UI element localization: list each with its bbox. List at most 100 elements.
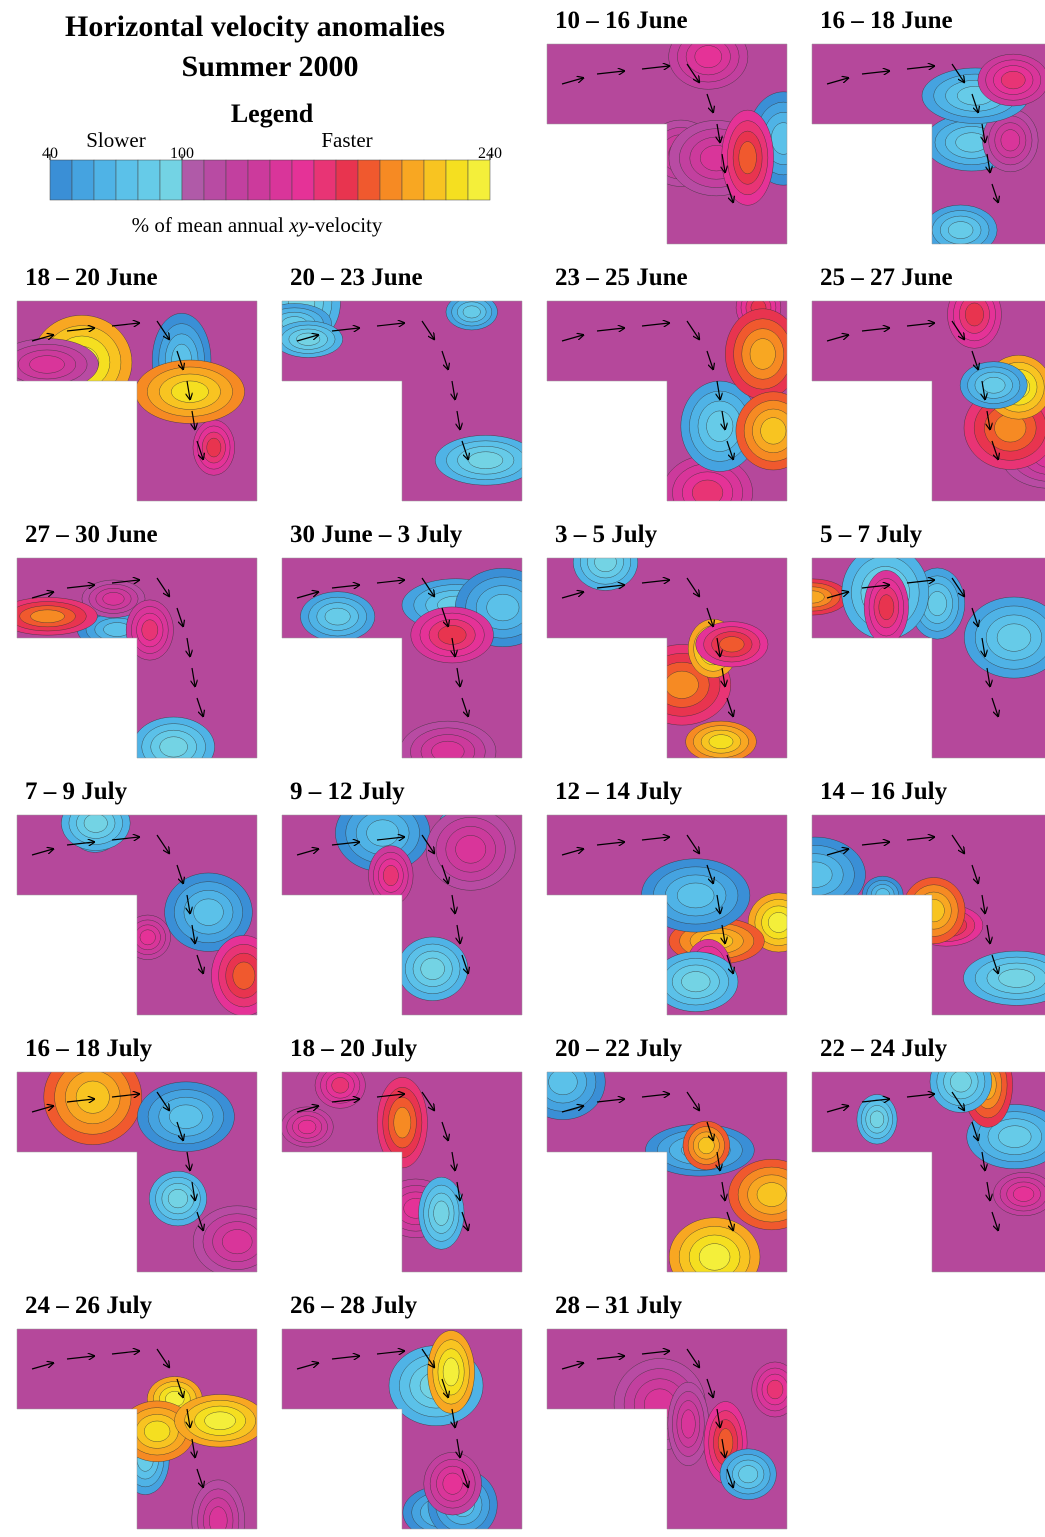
flow-arrow <box>982 637 985 656</box>
flow-arrow <box>861 328 889 331</box>
contour <box>141 619 159 641</box>
flow-arrow <box>641 1351 669 1354</box>
legend-swatch <box>115 159 139 201</box>
flow-arrow <box>951 1091 964 1110</box>
flow-arrow <box>596 585 624 588</box>
flow-arrow <box>111 1351 139 1354</box>
map-clip <box>812 301 1045 501</box>
flow-arrow <box>31 1106 53 1113</box>
flow-arrow <box>982 894 985 913</box>
map-outline <box>16 1328 258 1530</box>
flow-arrow <box>861 71 889 74</box>
velocity-map <box>281 557 523 759</box>
flow-arrow <box>561 335 583 342</box>
contour <box>698 1243 731 1271</box>
velocity-map <box>281 1328 523 1530</box>
flow-arrow <box>111 1094 139 1097</box>
flow-arrow <box>641 1094 669 1097</box>
flow-arrow <box>331 1356 359 1359</box>
map-outline <box>546 1071 788 1273</box>
legend-swatch <box>291 159 315 201</box>
flow-arrow <box>187 1151 190 1170</box>
velocity-map <box>811 814 1045 1016</box>
map-outline <box>546 557 788 759</box>
legend-swatch <box>181 159 205 201</box>
panel-label: 7 – 9 July <box>25 778 128 805</box>
map-outline <box>811 557 1045 759</box>
flow-arrow <box>826 335 848 342</box>
flow-arrow <box>561 592 583 599</box>
flow-arrow <box>441 350 448 369</box>
flow-arrow <box>861 842 889 845</box>
caption-part: -velocity <box>308 213 383 237</box>
flow-arrow <box>421 577 434 596</box>
contour <box>771 122 787 155</box>
flow-arrow <box>722 667 725 686</box>
flow-arrow <box>441 1121 448 1140</box>
flow-arrow <box>706 1121 713 1140</box>
velocity-map <box>281 814 523 1016</box>
map-outline <box>546 43 788 245</box>
flow-arrow <box>826 78 848 85</box>
flow-arrow <box>861 1099 889 1102</box>
contour <box>30 609 65 623</box>
contour <box>1013 1186 1035 1202</box>
map-outline <box>16 814 258 1016</box>
contour <box>420 957 445 980</box>
legend-swatch <box>93 159 117 201</box>
flow-arrow <box>196 697 203 716</box>
contour <box>766 1379 784 1400</box>
map-clip <box>17 558 257 758</box>
velocity-map <box>811 1071 1045 1273</box>
flow-arrow <box>951 577 964 596</box>
legend-swatch <box>203 159 227 201</box>
flow-arrow <box>706 864 713 883</box>
legend-swatch <box>225 159 249 201</box>
map-outline <box>811 43 1045 245</box>
flow-arrow <box>187 637 190 656</box>
flow-arrow <box>726 183 733 202</box>
panel-label: 14 – 16 July <box>820 778 948 805</box>
contour <box>144 1420 171 1442</box>
legend-faster: Faster <box>321 128 372 152</box>
flow-arrow <box>461 440 468 459</box>
flow-arrow <box>457 410 460 429</box>
flow-arrow <box>296 592 318 599</box>
flow-arrow <box>991 440 998 459</box>
contour <box>331 1077 349 1094</box>
panel-label: 26 – 28 July <box>290 1292 418 1319</box>
flow-arrow <box>187 894 190 913</box>
map-clip <box>812 1072 1045 1272</box>
contour <box>998 968 1036 988</box>
legend-swatch <box>401 159 425 201</box>
panel-label: 16 – 18 June <box>820 7 953 34</box>
flow-arrow <box>457 667 460 686</box>
flow-arrow <box>717 637 720 656</box>
contour <box>996 623 1032 652</box>
contour <box>169 1104 203 1129</box>
contour <box>1000 71 1026 90</box>
flow-arrow <box>376 580 404 583</box>
flow-arrow <box>717 1408 720 1427</box>
flow-arrow <box>421 1348 434 1367</box>
contour <box>681 971 711 993</box>
flow-arrow <box>376 323 404 326</box>
flow-arrow <box>176 864 183 883</box>
flow-arrow <box>187 380 190 399</box>
flow-arrow <box>457 1181 460 1200</box>
flow-arrow <box>452 1408 455 1427</box>
contour <box>468 451 504 469</box>
flow-arrow <box>441 607 448 626</box>
flow-arrow <box>192 1438 195 1457</box>
contour <box>706 410 734 442</box>
flow-arrow <box>176 1378 183 1397</box>
map-outline <box>281 300 523 502</box>
flow-arrow <box>906 1094 934 1097</box>
contour <box>698 1137 715 1155</box>
contour <box>393 1107 412 1139</box>
contour <box>83 815 108 833</box>
contour <box>948 221 974 239</box>
flow-arrow <box>561 1106 583 1113</box>
flow-arrow <box>596 71 624 74</box>
velocity-map <box>811 43 1045 245</box>
